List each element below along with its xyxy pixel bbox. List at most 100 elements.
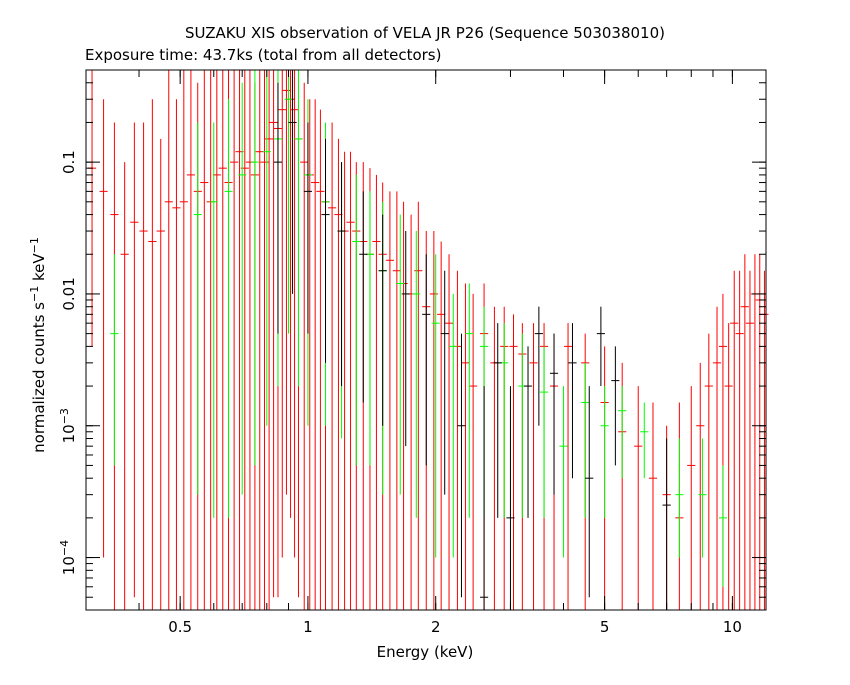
data-point [437,241,446,610]
data-point [99,99,108,558]
data-point [385,191,394,610]
data-point [294,70,303,387]
data-point [352,174,361,466]
data-point [359,191,368,403]
data-point [262,70,271,426]
data-point [311,99,320,610]
data-point [740,254,749,610]
data-point [284,70,293,334]
data-point [611,346,620,466]
data-point [401,231,410,447]
data-point [110,254,119,466]
y-tick-label: 0.1 [60,150,78,174]
data-point [596,306,605,387]
data-point [675,438,684,558]
data-point [186,70,195,610]
data-point [529,323,538,610]
data-point [431,254,440,558]
data-point [179,70,188,610]
data-point [378,214,387,426]
data-point [465,283,474,518]
data-point [563,323,573,610]
data-point [193,122,202,495]
data-point [618,386,627,479]
data-point [303,122,313,334]
data-point [493,323,502,518]
x-tick-label: 0.5 [168,618,192,636]
data-point [444,254,454,610]
data-point [457,333,466,598]
data-point [130,122,139,598]
chart-title: SUZAKU XIS observation of VELA JR P26 (S… [185,24,665,42]
data-point [120,162,129,610]
x-axis-label: Energy (keV) [377,643,474,661]
data-point [200,70,209,610]
data-point [696,362,705,610]
data-point [316,109,325,610]
data-point [534,306,543,426]
data-point [250,70,259,466]
data-point [745,270,755,610]
data-point [209,122,218,518]
x-tick-label: 10 [723,618,742,636]
data-point [429,231,438,610]
data-point [648,402,658,610]
data-point [449,293,458,558]
data-point [278,70,287,558]
y-axis-label: normalized counts s−1 keV−1 [28,237,48,453]
y-tick-label: 10−4 [58,540,78,575]
data-point [422,254,431,466]
data-point [269,70,278,598]
data-point [539,346,549,518]
x-tick-label: 5 [600,618,610,636]
data-point [346,151,355,610]
data-point [255,70,264,610]
data-point [549,333,559,495]
data-point [461,283,470,610]
x-tick-label: 2 [431,618,441,636]
data-point [479,386,489,610]
data-point [290,70,299,558]
data-point [288,70,297,294]
data-point [568,323,577,479]
data-point [396,214,405,495]
y-tick-label: 0.01 [60,277,78,310]
x-tick-label: 1 [303,618,313,636]
data-point [704,333,713,610]
data-point [634,386,643,610]
data-point [273,82,283,334]
data-point [509,314,518,610]
data-point [392,191,401,610]
data-point [585,386,594,598]
data-point [224,99,233,518]
data-point [230,70,239,610]
data-point [440,270,449,495]
data-point [156,138,165,610]
data-point [414,201,423,610]
data-point [139,122,148,610]
data-point [506,386,515,610]
data-point [321,138,330,363]
plot-frame [85,69,767,611]
data-layer [87,70,769,610]
data-point [581,362,590,518]
data-point [698,438,707,558]
data-point [412,231,421,518]
data-point [337,162,346,387]
data-point [662,438,671,610]
data-point [640,402,649,479]
data-point [372,174,381,610]
data-point [718,465,728,587]
data-point [218,70,227,610]
data-point [600,386,609,518]
data-point [724,323,733,610]
data-point [172,99,181,610]
data-point [148,99,157,610]
data-point [164,70,173,610]
data-point [328,122,337,610]
chart-subtitle: Exposure time: 43.7ks (total from all de… [85,46,441,64]
data-point [712,306,722,610]
data-point [687,386,696,610]
data-point [238,82,247,495]
